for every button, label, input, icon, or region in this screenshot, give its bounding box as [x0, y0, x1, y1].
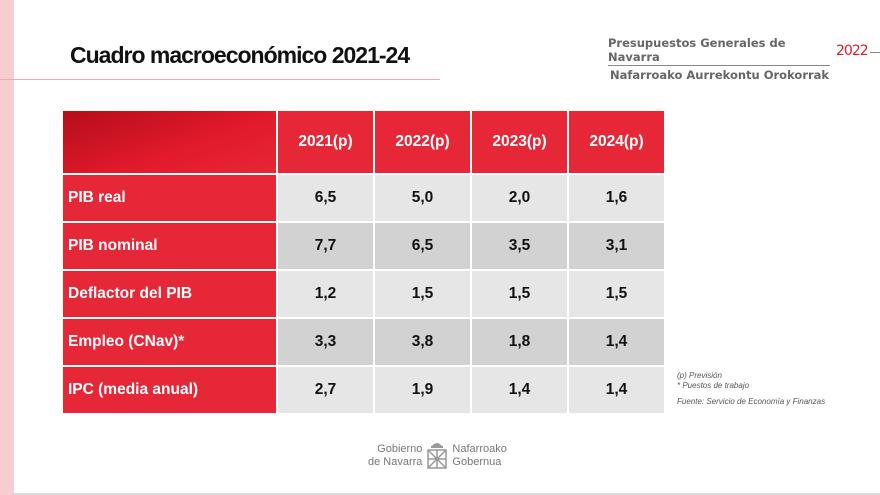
- col-header: 2022(p): [375, 111, 470, 173]
- row-label: Empleo (CNav)*: [63, 319, 276, 365]
- cell: 1,5: [375, 271, 470, 317]
- row-label: PIB real: [63, 175, 276, 221]
- table-row: Deflactor del PIB 1,2 1,5 1,5 1,5: [63, 271, 664, 317]
- logo-text: de Navarra: [368, 456, 423, 468]
- col-header: 2023(p): [472, 111, 567, 173]
- row-label: Deflactor del PIB: [63, 271, 276, 317]
- cell: 1,4: [569, 367, 664, 413]
- cell: 3,5: [472, 223, 567, 269]
- cell: 1,4: [472, 367, 567, 413]
- brand-year: 2022: [836, 43, 869, 59]
- cell: 1,6: [569, 175, 664, 221]
- note-forecast: (p) Previsión: [677, 371, 722, 380]
- table-row: Empleo (CNav)* 3,3 3,8 1,8 1,4: [63, 319, 664, 365]
- table-row: IPC (media anual) 2,7 1,9 1,4 1,4: [63, 367, 664, 413]
- cell: 1,2: [278, 271, 373, 317]
- cell: 3,3: [278, 319, 373, 365]
- row-label: IPC (media anual): [63, 367, 276, 413]
- cell: 6,5: [278, 175, 373, 221]
- cell: 6,5: [375, 223, 470, 269]
- page-title: Cuadro macroeconómico 2021-24: [70, 42, 410, 68]
- cell: 2,7: [278, 367, 373, 413]
- budget-brand: Presupuestos Generales de Navarra Nafarr…: [608, 36, 880, 82]
- government-logo: Gobierno de Navarra Nafarroako Gobernua: [368, 440, 507, 472]
- col-header: 2024(p): [569, 111, 664, 173]
- divider: [14, 493, 880, 495]
- cell: 1,4: [569, 319, 664, 365]
- cell: 3,1: [569, 223, 664, 269]
- cell: 5,0: [375, 175, 470, 221]
- table-row: PIB real 6,5 5,0 2,0 1,6: [63, 175, 664, 221]
- brand-line: [870, 52, 880, 53]
- header-row: 2021(p) 2022(p) 2023(p) 2024(p): [63, 111, 664, 173]
- macro-table: 2021(p) 2022(p) 2023(p) 2024(p) PIB real…: [61, 109, 666, 415]
- note-jobs: * Puestos de trabajo: [677, 381, 750, 390]
- col-header: 2021(p): [278, 111, 373, 173]
- corner-cell: [63, 111, 276, 173]
- logo-text: Gobernua: [452, 456, 502, 468]
- cell: 7,7: [278, 223, 373, 269]
- brand-line-1: Presupuestos Generales de Navarra: [608, 36, 830, 66]
- logo-text: Gobierno: [377, 443, 423, 455]
- notes: (p) Previsión * Puestos de trabajo Fuent…: [677, 371, 825, 407]
- cell: 3,8: [375, 319, 470, 365]
- decorative-strip: [0, 0, 14, 495]
- brand-line-2: Nafarroako Aurrekontu Orokorrak: [610, 68, 830, 82]
- title-underline: [0, 79, 440, 80]
- cell: 1,9: [375, 367, 470, 413]
- source-note: Fuente: Servicio de Economía y Finanzas: [677, 397, 826, 406]
- cell: 1,8: [472, 319, 567, 365]
- cell: 1,5: [569, 271, 664, 317]
- cell: 1,5: [472, 271, 567, 317]
- table-row: PIB nominal 7,7 6,5 3,5 3,1: [63, 223, 664, 269]
- logo-text: Nafarroako: [452, 443, 507, 455]
- navarra-coat-of-arms-icon: [427, 443, 448, 469]
- row-label: PIB nominal: [63, 223, 276, 269]
- cell: 2,0: [472, 175, 567, 221]
